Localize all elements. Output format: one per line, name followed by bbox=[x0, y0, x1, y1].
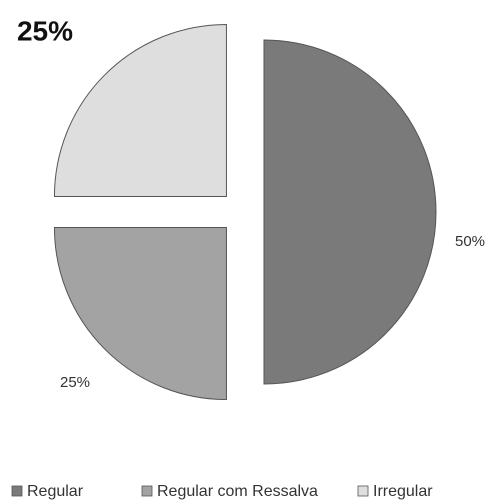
legend-label: Irregular bbox=[373, 483, 433, 500]
pie-slice bbox=[53, 23, 227, 197]
legend-label: Regular bbox=[27, 483, 84, 500]
legend-marker bbox=[357, 485, 369, 497]
legend-marker bbox=[141, 485, 153, 497]
legend-label: Regular com Ressalva bbox=[157, 483, 318, 500]
legend-marker bbox=[11, 485, 23, 497]
pie-slice bbox=[263, 39, 437, 385]
pie-slice bbox=[53, 227, 227, 401]
data-label: 25% bbox=[17, 15, 73, 46]
data-label: 25% bbox=[60, 374, 90, 391]
data-label: 50% bbox=[455, 233, 485, 250]
